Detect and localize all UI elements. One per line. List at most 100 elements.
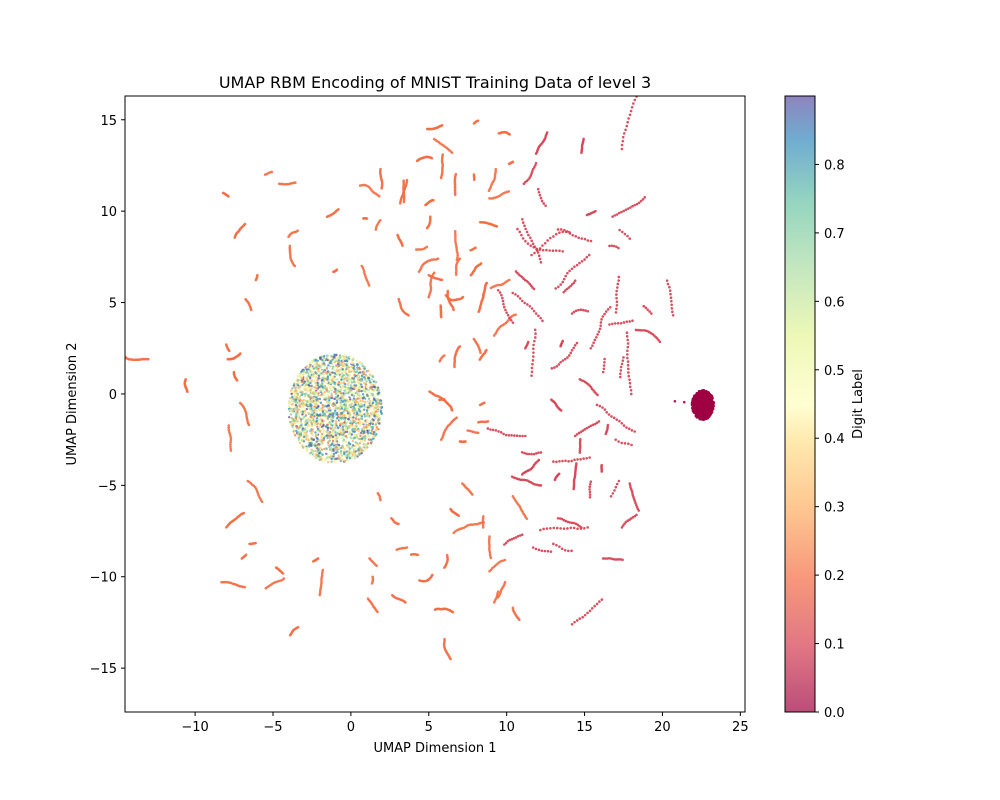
scatter-point-mixed — [315, 406, 318, 410]
scatter-point-mixed — [360, 439, 363, 443]
scatter-point-mixed — [316, 401, 319, 404]
scatter-point-label-0.2 — [503, 558, 507, 562]
scatter-point-label-0.1 — [530, 239, 533, 243]
scatter-point-label-0.1 — [626, 234, 629, 238]
scatter-point-label-0.1 — [540, 199, 544, 203]
scatter-point-label-0.1 — [558, 460, 561, 463]
scatter-point-label-0.1 — [534, 452, 538, 455]
scatter-point-mixed — [341, 368, 345, 371]
scatter-point-label-0.1 — [619, 321, 623, 325]
scatter-point-mixed — [294, 415, 298, 418]
scatter-point-mixed — [360, 377, 363, 381]
scatter-point-label-0.1 — [633, 98, 637, 102]
scatter-point-label-0.1 — [506, 539, 510, 543]
scatter-point-mixed — [354, 381, 357, 384]
scatter-point-mixed — [332, 355, 336, 358]
scatter-point-label-0.1 — [599, 321, 603, 324]
scatter-point-mixed — [288, 400, 291, 404]
scatter-point-mixed — [312, 402, 316, 405]
scatter-point-label-0.1 — [626, 363, 630, 367]
scatter-point-mixed — [311, 362, 315, 365]
scatter-point-label-0.2 — [489, 556, 493, 560]
scatter-point-label-0.1 — [552, 460, 555, 463]
scatter-point-label-0.1 — [612, 416, 616, 420]
scatter-point-label-0.2 — [365, 217, 369, 220]
scatter-point-label-0.2 — [425, 245, 429, 249]
scatter-point-mixed — [366, 446, 369, 449]
scatter-point-label-0.2 — [244, 298, 247, 301]
scatter-point-mixed — [309, 395, 312, 398]
scatter-point-label-0.1 — [608, 244, 611, 248]
scatter-point-mixed — [308, 442, 312, 445]
scatter-point-label-0.1 — [559, 283, 562, 286]
scatter-point-mixed — [342, 417, 345, 420]
scatter-point-mixed — [356, 363, 359, 367]
scatter-point-label-0.1 — [578, 261, 581, 265]
scatter-point-label-0.0 — [694, 411, 698, 415]
scatter-point-mixed — [343, 377, 346, 380]
scatter-point-label-0.1 — [597, 420, 601, 423]
scatter-point-label-0.2 — [488, 535, 491, 538]
scatter-point-mixed — [366, 432, 370, 435]
scatter-point-label-0.1 — [486, 427, 490, 430]
scatter-point-mixed — [343, 459, 347, 463]
scatter-point-label-0.1 — [597, 330, 601, 333]
scatter-point-label-0.1 — [557, 285, 560, 289]
scatter-point-mixed — [343, 382, 347, 386]
x-tick-label: 5 — [425, 720, 433, 735]
scatter-point-label-0.1 — [619, 365, 623, 369]
scatter-point-mixed — [360, 383, 363, 386]
scatter-point-label-0.1 — [533, 251, 536, 255]
scatter-point-label-0.1 — [569, 351, 573, 355]
scatter-point-label-0.2 — [454, 236, 457, 239]
scatter-point-label-0.1 — [531, 359, 535, 362]
scatter-point-label-0.1 — [530, 370, 534, 374]
scatter-point-label-0.2 — [332, 270, 335, 274]
scatter-point-label-0.1 — [578, 451, 582, 454]
scatter-point-label-0.2 — [395, 548, 399, 551]
scatter-point-mixed — [351, 387, 354, 391]
scatter-point-mixed — [338, 366, 342, 369]
scatter-point-mixed — [293, 418, 296, 421]
scatter-point-label-0.1 — [573, 434, 577, 438]
scatter-point-label-0.2 — [416, 248, 420, 251]
scatter-point-mixed — [294, 403, 298, 407]
scatter-point-mixed — [360, 448, 363, 451]
scatter-point-mixed — [349, 390, 352, 393]
scatter-point-label-0.0 — [697, 409, 701, 413]
scatter-point-mixed — [368, 407, 371, 411]
scatter-point-label-0.1 — [668, 289, 672, 292]
scatter-point-label-0.2 — [454, 271, 458, 274]
scatter-point-label-0.2 — [429, 282, 432, 285]
scatter-point-label-0.1 — [628, 482, 632, 485]
scatter-point-mixed — [364, 443, 367, 446]
scatter-point-mixed — [331, 381, 334, 384]
scatter-point-label-0.1 — [531, 169, 534, 173]
scatter-point-mixed — [365, 386, 368, 389]
scatter-point-mixed — [357, 418, 360, 421]
scatter-point-label-0.2 — [228, 432, 232, 436]
scatter-point-mixed — [329, 381, 332, 385]
scatter-point-label-0.1 — [516, 534, 520, 538]
scatter-point-mixed — [372, 403, 376, 406]
scatter-point-label-0.2 — [469, 248, 472, 252]
scatter-point-mixed — [307, 368, 310, 371]
scatter-point-mixed — [351, 369, 354, 373]
scatter-point-mixed — [313, 406, 316, 410]
scatter-point-label-0.1 — [602, 364, 606, 367]
scatter-point-mixed — [324, 425, 328, 428]
scatter-point-label-0.2 — [257, 493, 260, 496]
scatter-point-mixed — [300, 425, 303, 429]
scatter-point-label-0.1 — [572, 521, 576, 525]
scatter-point-mixed — [330, 399, 334, 403]
scatter-point-label-0.1 — [501, 299, 505, 303]
scatter-point-label-0.2 — [367, 282, 370, 285]
scatter-point-label-0.2 — [487, 546, 491, 550]
scatter-point-label-0.1 — [546, 239, 549, 242]
scatter-point-label-0.0 — [694, 400, 698, 403]
colorbar-tick-label: 0.2 — [824, 569, 845, 584]
scatter-point-label-0.1 — [621, 230, 624, 234]
scatter-point-label-0.1 — [650, 312, 653, 315]
scatter-point-mixed — [319, 357, 322, 361]
scatter-point-label-0.1 — [504, 308, 507, 312]
